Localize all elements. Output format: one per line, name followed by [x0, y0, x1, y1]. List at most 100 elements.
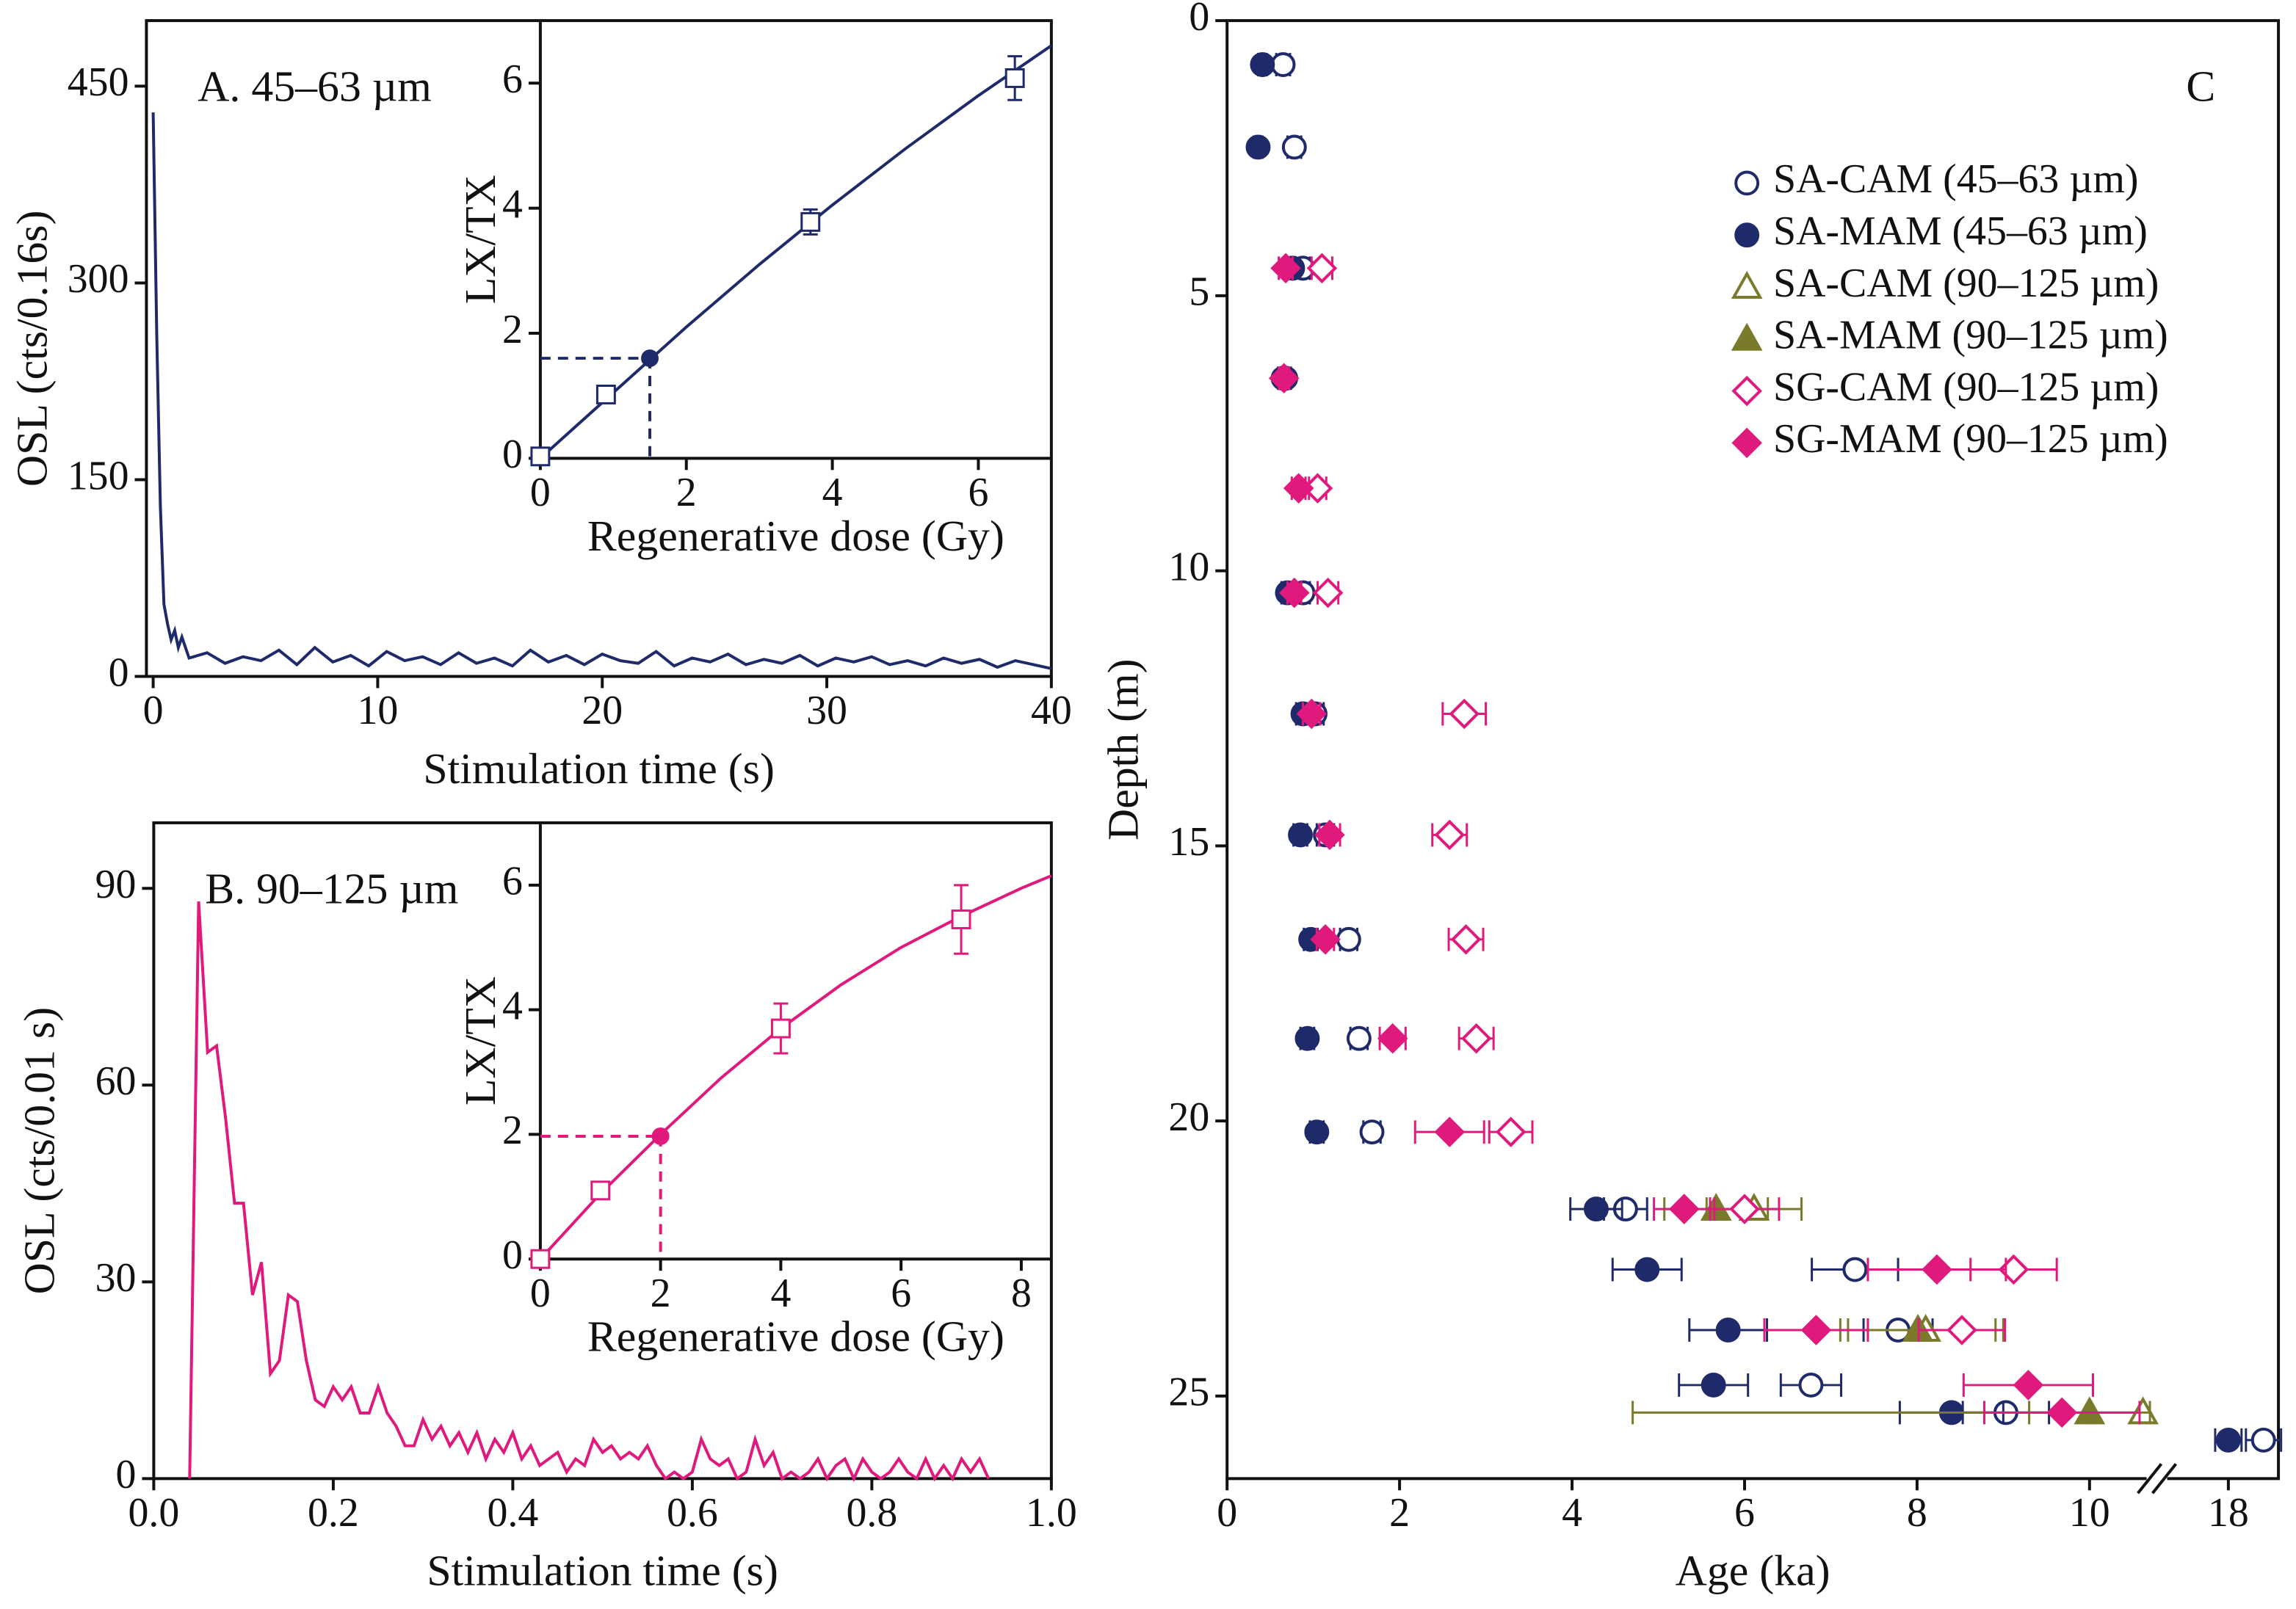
marker	[1731, 271, 1763, 299]
x-tick-label: 4	[822, 470, 843, 515]
marker	[1270, 253, 1301, 284]
y-tick-label: 2	[502, 1108, 523, 1153]
y-tick-label: 2	[502, 307, 523, 352]
marker	[530, 446, 551, 467]
marker	[641, 349, 659, 368]
marker	[1250, 52, 1275, 77]
plot-frame	[152, 821, 1053, 1481]
legend-label: SG-CAM (90–125 µm)	[1773, 364, 2159, 410]
signal-line	[188, 901, 991, 1483]
y-tick-label: 450	[68, 59, 129, 105]
marker	[2074, 1396, 2106, 1425]
marker	[651, 1127, 670, 1145]
marker	[1842, 1257, 1868, 1282]
plot-frame	[1225, 19, 2281, 1481]
panel-label: C	[2186, 62, 2215, 111]
x-tick-label: 2	[1389, 1490, 1410, 1536]
marker	[1583, 1196, 1609, 1222]
x-tick-label: 18	[2208, 1490, 2249, 1536]
x-tick-label: 0.2	[308, 1490, 359, 1536]
x-tick-label: 40	[1031, 688, 1072, 733]
marker	[2013, 1370, 2044, 1401]
marker	[590, 1180, 611, 1201]
y-axis-label: LX/TX	[456, 976, 504, 1105]
y-tick-label: 15	[1168, 819, 1209, 865]
marker	[1460, 1023, 1492, 1054]
marker	[1004, 68, 1025, 88]
y-tick-label: 0	[502, 432, 523, 477]
marker	[1734, 170, 1760, 196]
x-tick-label: 8	[1011, 1271, 1032, 1316]
marker	[1731, 427, 1762, 459]
y-axis-label: Depth (m)	[1098, 658, 1147, 840]
marker	[1288, 822, 1313, 848]
x-axis-label: Stimulation time (s)	[423, 744, 774, 793]
marker	[1336, 926, 1361, 952]
x-axis-label: Regenerative dose (Gy)	[587, 512, 1004, 560]
y-tick-label: 300	[68, 256, 129, 302]
marker	[1701, 1372, 1726, 1398]
marker	[1434, 819, 1466, 851]
y-tick-label: 6	[502, 859, 523, 904]
x-tick-label: 2	[676, 470, 697, 515]
y-axis-label: OSL (cts/0.16s)	[8, 210, 57, 487]
x-tick-label: 0	[530, 1271, 551, 1316]
x-tick-label: 0	[1217, 1490, 1237, 1536]
marker	[1314, 819, 1345, 851]
marker	[1450, 924, 1482, 955]
marker	[1731, 375, 1762, 407]
y-axis-label: LX/TX	[456, 175, 504, 304]
fit-curve	[539, 44, 1053, 460]
y-tick-label: 0	[116, 1452, 137, 1497]
axis-break	[2137, 1463, 2178, 1494]
x-tick-label: 6	[891, 1271, 911, 1316]
marker	[1668, 1194, 1700, 1224]
marker	[1294, 1025, 1320, 1051]
marker	[1734, 222, 1760, 248]
marker	[951, 909, 971, 929]
marker	[1283, 473, 1314, 504]
marker	[800, 211, 821, 232]
x-tick-label: 0.6	[667, 1490, 718, 1536]
marker	[1377, 1023, 1408, 1054]
marker	[1270, 52, 1296, 77]
plot-frame	[145, 19, 1053, 678]
marker	[770, 1018, 791, 1039]
marker	[1798, 1372, 1824, 1398]
y-tick-label: 90	[95, 862, 137, 907]
x-tick-label: 30	[806, 688, 847, 733]
x-tick-label: 0	[143, 688, 164, 733]
marker	[1304, 1119, 1330, 1145]
marker	[1359, 1119, 1385, 1145]
x-axis-label: Age (ka)	[1676, 1547, 1830, 1595]
marker	[1495, 1116, 1527, 1147]
marker	[1346, 1025, 1372, 1051]
y-tick-label: 30	[95, 1255, 137, 1301]
y-tick-label: 4	[502, 983, 523, 1028]
legend-label: SA-CAM (90–125 µm)	[1773, 261, 2159, 306]
marker	[1731, 322, 1763, 351]
x-tick-label: 8	[1907, 1490, 1927, 1536]
x-tick-label: 0.4	[487, 1490, 538, 1536]
x-tick-label: 4	[1562, 1490, 1582, 1536]
marker	[1310, 924, 1341, 955]
x-tick-label: 6	[1734, 1490, 1755, 1536]
break-slash	[2137, 1463, 2163, 1494]
marker	[2215, 1427, 2241, 1453]
y-tick-label: 150	[68, 453, 129, 498]
x-axis-label: Regenerative dose (Gy)	[587, 1312, 1004, 1361]
y-axis-label: OSL (cts/0.01 s)	[15, 1007, 64, 1295]
x-tick-label: 0	[530, 470, 551, 515]
marker	[595, 385, 616, 404]
marker	[1449, 698, 1480, 730]
x-tick-label: 0.0	[128, 1490, 179, 1536]
marker	[1800, 1315, 1832, 1345]
marker	[1729, 1194, 1760, 1224]
y-tick-label: 20	[1168, 1094, 1209, 1140]
y-tick-label: 4	[502, 181, 523, 227]
marker	[1634, 1257, 1660, 1282]
x-tick-label: 6	[968, 470, 988, 515]
marker	[2046, 1397, 2077, 1428]
